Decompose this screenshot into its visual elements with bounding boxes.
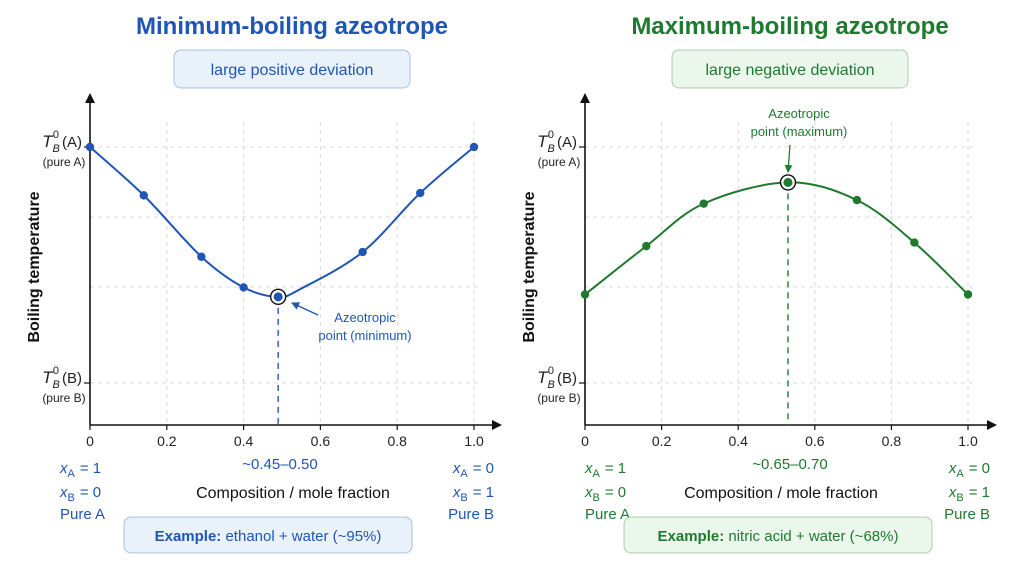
data-point xyxy=(85,142,95,152)
data-point xyxy=(910,238,919,247)
svg-text:TB0(A): TB0 (A) xyxy=(42,129,82,155)
y-tick-label: TB0 (A)(pure A) xyxy=(537,129,580,169)
svg-text:xA= 0: xA = 0 xyxy=(452,460,494,480)
svg-text:xB= 1: xB = 1 xyxy=(452,484,494,504)
svg-text:TB0(B): TB0 (B) xyxy=(537,365,577,391)
svg-text:xA= 1: xA = 1 xyxy=(59,460,101,480)
chart-subtitle: large negative deviation xyxy=(705,62,874,79)
data-point xyxy=(139,191,148,200)
svg-text:Pure A: Pure A xyxy=(585,506,630,523)
svg-text:xA= 1: xA = 1 xyxy=(584,460,626,480)
y-axis-title: Boiling temperature xyxy=(26,191,43,342)
x-tick-label: 1.0 xyxy=(958,433,978,449)
pure-b-label: xA = 0 xB = 1 Pure B xyxy=(944,460,990,523)
x-tick-label: 0.8 xyxy=(882,433,902,449)
x-tick-label: 0.2 xyxy=(652,433,672,449)
data-point xyxy=(699,199,708,208)
x-tick-label: 0 xyxy=(86,433,94,449)
x-tick-label: 0.6 xyxy=(805,433,825,449)
data-point xyxy=(197,252,206,261)
series-line xyxy=(584,181,969,296)
svg-text:TB0(B): TB0 (B) xyxy=(42,365,82,391)
data-point xyxy=(239,283,248,292)
x-tick-label: 0.6 xyxy=(311,433,331,449)
data-point xyxy=(963,290,973,299)
pure-a-label: xA = 1 xB = 0 Pure A xyxy=(584,460,630,523)
svg-text:(pure A): (pure A) xyxy=(43,155,86,169)
azeotrope-point xyxy=(783,177,793,187)
grid xyxy=(89,122,480,425)
svg-text:(pure B): (pure B) xyxy=(537,391,580,405)
min-boiling-panel: Minimum-boiling azeotrope large positive … xyxy=(26,13,502,554)
chart-title: Maximum-boiling azeotrope xyxy=(631,13,948,40)
svg-text:xB= 0: xB = 0 xyxy=(584,484,626,504)
data-point xyxy=(642,241,651,251)
chart-subtitle: large positive deviation xyxy=(211,62,374,79)
pure-a-label: xA = 1 xB = 0 Pure A xyxy=(59,460,105,523)
svg-text:(pure A): (pure A) xyxy=(538,155,581,169)
y-tick-label: TB0 (A)(pure A) xyxy=(42,129,85,169)
svg-text:xA= 0: xA = 0 xyxy=(948,460,990,480)
example-text: Example: nitric acid + water (~68%) xyxy=(658,528,899,545)
data-point xyxy=(580,290,590,299)
svg-text:(pure B): (pure B) xyxy=(42,391,85,405)
azeotrope-point xyxy=(273,292,283,302)
pure-b-label: xA = 0 xB = 1 Pure B xyxy=(448,460,494,523)
svg-text:Pure A: Pure A xyxy=(60,506,105,523)
series-line xyxy=(89,146,475,298)
example-pill xyxy=(123,516,413,554)
x-tick-label: 0.8 xyxy=(387,433,407,449)
example-pill xyxy=(623,516,933,554)
azeotrope-label: Azeotropic point (minimum) xyxy=(318,310,411,343)
x-tick-label: 0.4 xyxy=(234,433,254,449)
azeotrope-label: Azeotropic point (maximum) xyxy=(751,106,848,139)
chart-title: Minimum-boiling azeotrope xyxy=(136,13,448,40)
subtitle-pill xyxy=(671,49,909,89)
x-tick-label: 1.0 xyxy=(464,433,484,449)
svg-text:Pure B: Pure B xyxy=(448,506,494,523)
example-text: Example: ethanol + water (~95%) xyxy=(155,528,382,545)
svg-text:Pure B: Pure B xyxy=(944,506,990,523)
x-tick-label: 0 xyxy=(581,433,589,449)
x-tick-label: 0.4 xyxy=(728,433,748,449)
y-tick-label: TB0 (B)(pure B) xyxy=(537,365,581,405)
svg-text:xB= 0: xB = 0 xyxy=(59,484,101,504)
azeotrope-arrow xyxy=(291,302,319,316)
x-axis-title: Composition / mole fraction xyxy=(684,485,878,502)
grid xyxy=(584,122,974,425)
azeotrope-arrow xyxy=(784,144,793,173)
data-point xyxy=(358,247,367,257)
max-boiling-panel: Maximum-boiling azeotrope large negative … xyxy=(521,13,997,554)
y-tick-label: TB0 (B)(pure B) xyxy=(42,365,86,405)
azeotrope-range-label: ~0.65–0.70 xyxy=(752,456,828,473)
y-axis-title: Boiling temperature xyxy=(521,191,538,342)
subtitle-pill xyxy=(173,49,411,89)
data-point xyxy=(852,195,862,205)
azeotrope-range-label: ~0.45–0.50 xyxy=(242,456,318,473)
x-axis-title: Composition / mole fraction xyxy=(196,485,390,502)
svg-text:xB= 1: xB = 1 xyxy=(948,484,990,504)
data-point xyxy=(469,142,479,152)
data-point xyxy=(416,188,425,198)
svg-text:TB0(A): TB0 (A) xyxy=(537,129,577,155)
x-tick-label: 0.2 xyxy=(157,433,177,449)
